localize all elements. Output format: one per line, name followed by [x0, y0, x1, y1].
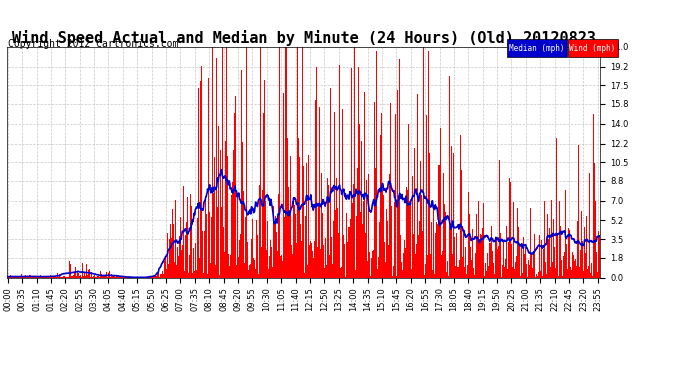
- Text: Copyright 2012 Cartronics.com: Copyright 2012 Cartronics.com: [8, 39, 179, 50]
- Title: Wind Speed Actual and Median by Minute (24 Hours) (Old) 20120823: Wind Speed Actual and Median by Minute (…: [12, 30, 595, 46]
- Text: Median (mph): Median (mph): [509, 44, 564, 53]
- Text: Wind (mph): Wind (mph): [569, 44, 615, 53]
